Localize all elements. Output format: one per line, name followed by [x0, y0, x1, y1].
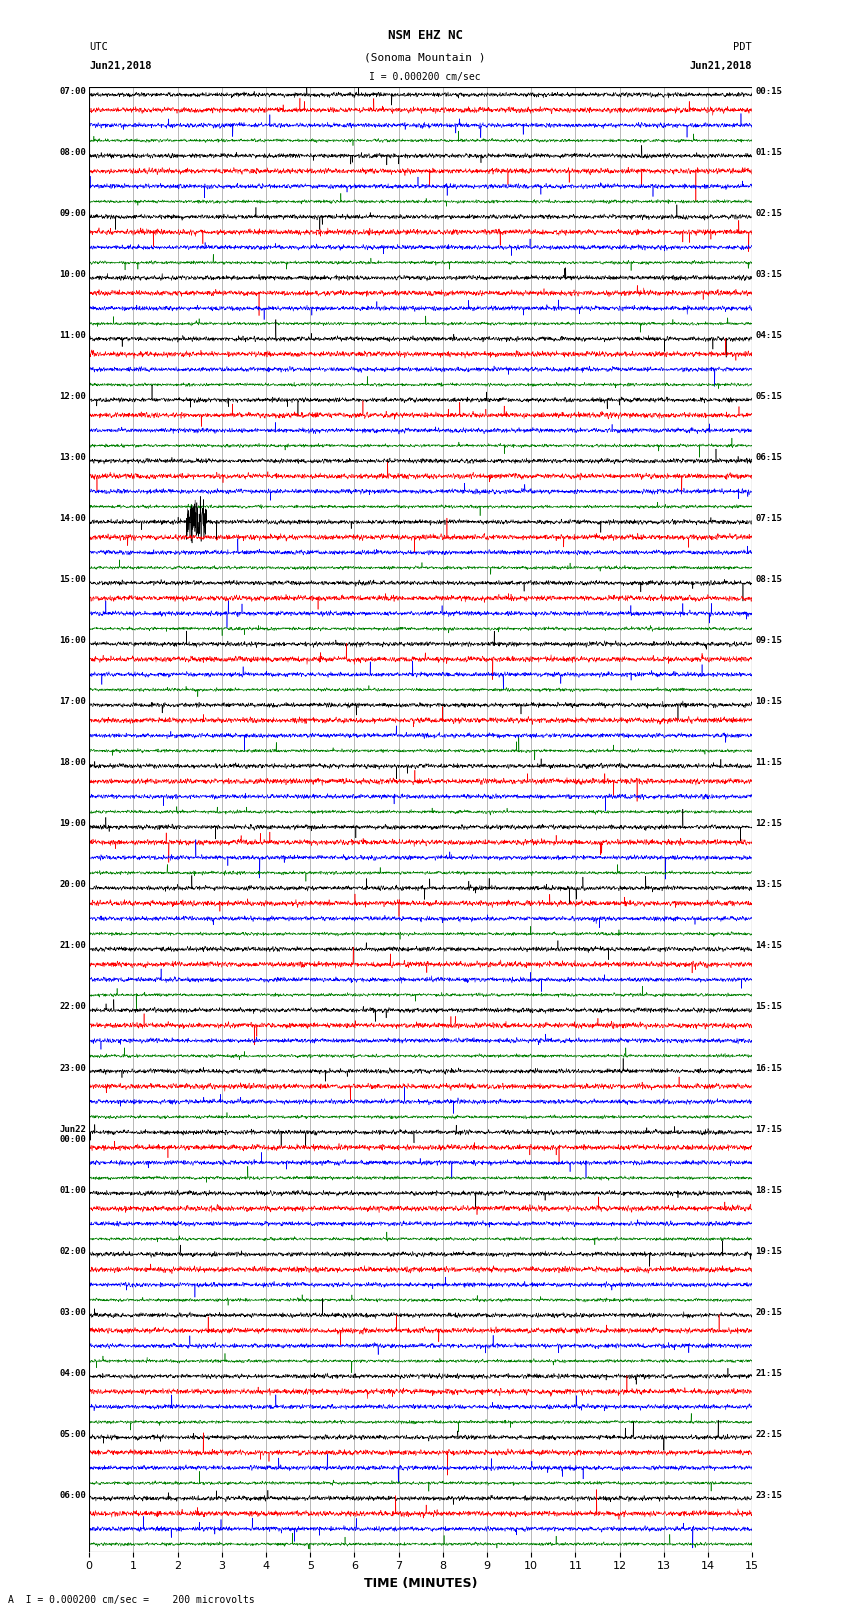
X-axis label: TIME (MINUTES): TIME (MINUTES)	[364, 1578, 478, 1590]
Text: Jun21,2018: Jun21,2018	[89, 61, 152, 71]
Text: NSM EHZ NC: NSM EHZ NC	[388, 29, 462, 42]
Text: A  I = 0.000200 cm/sec =    200 microvolts: A I = 0.000200 cm/sec = 200 microvolts	[8, 1595, 255, 1605]
Text: UTC: UTC	[89, 42, 108, 52]
Text: I = 0.000200 cm/sec: I = 0.000200 cm/sec	[369, 73, 481, 82]
Text: Jun21,2018: Jun21,2018	[689, 61, 752, 71]
Text: PDT: PDT	[734, 42, 752, 52]
Text: (Sonoma Mountain ): (Sonoma Mountain )	[365, 53, 485, 63]
